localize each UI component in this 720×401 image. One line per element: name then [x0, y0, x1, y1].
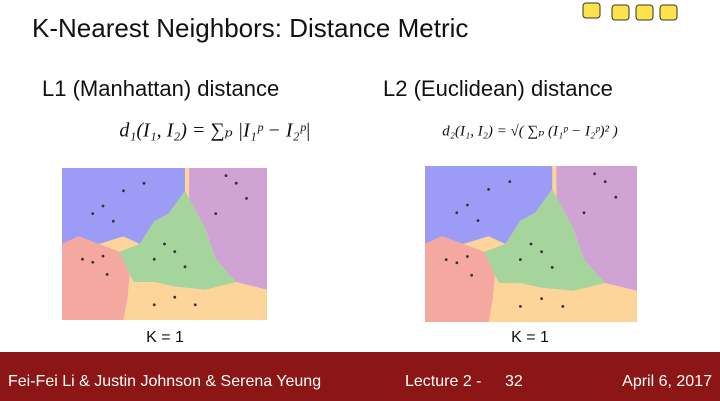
point: [550, 266, 554, 269]
point: [466, 255, 469, 258]
point: [614, 195, 618, 199]
heading: L2 (Euclidean) distance: [383, 76, 613, 101]
point: [540, 297, 543, 300]
point: [122, 189, 125, 193]
point: [519, 305, 522, 308]
point: [593, 172, 596, 176]
footer-page: 32: [505, 373, 523, 390]
footer-authors: Fei-Fei Li & Justin Johnson & Serena Yeu…: [8, 373, 321, 390]
footer-bar: [0, 352, 720, 401]
point: [508, 180, 512, 184]
point: [582, 211, 586, 215]
point: [466, 203, 469, 207]
point: [163, 242, 166, 246]
footer-lecture: Lecture 2 -: [405, 373, 481, 390]
point: [173, 250, 177, 254]
point: [245, 197, 248, 200]
heading: L1 (Manhattan) distance: [42, 76, 279, 101]
point: [455, 261, 459, 265]
point: [81, 257, 84, 261]
point: [214, 212, 218, 216]
point: [152, 303, 156, 307]
region: [484, 189, 606, 291]
point: [91, 212, 95, 216]
region: [62, 236, 130, 320]
point: [224, 174, 228, 178]
point: [470, 273, 474, 277]
point: [561, 305, 565, 308]
region: [119, 190, 237, 290]
point: [476, 219, 480, 223]
region: [425, 166, 553, 244]
point: [91, 260, 95, 264]
decision-map: [425, 166, 637, 322]
formula: d₁(I₁, I₂) = ∑ₚ |I₁ᵖ − I₂ᵖ|: [119, 120, 310, 142]
caption: K = 1: [146, 329, 184, 346]
point: [142, 181, 146, 185]
point: [444, 258, 448, 261]
region: [425, 236, 495, 322]
region: [62, 168, 185, 244]
point: [101, 204, 105, 208]
icons: [582, 2, 678, 21]
point: [603, 180, 607, 184]
decision-map: [62, 168, 267, 320]
caption: K = 1: [511, 329, 549, 346]
point: [455, 211, 459, 215]
point: [487, 188, 490, 191]
point: [173, 295, 177, 299]
point: [519, 258, 522, 261]
point: [193, 303, 197, 307]
footer-date: April 6, 2017: [622, 373, 712, 390]
point: [540, 250, 543, 254]
point: [152, 257, 156, 261]
point: [529, 242, 533, 246]
slide-title: K-Nearest Neighbors: Distance Metric: [32, 13, 468, 43]
point: [105, 273, 109, 276]
point: [101, 254, 105, 258]
point: [183, 265, 187, 269]
point: [111, 219, 115, 223]
formula: d₂(I₁, I₂) = √( ∑ₚ (I₁ᵖ − I₂ᵖ)² ): [442, 123, 617, 139]
point: [234, 181, 238, 185]
